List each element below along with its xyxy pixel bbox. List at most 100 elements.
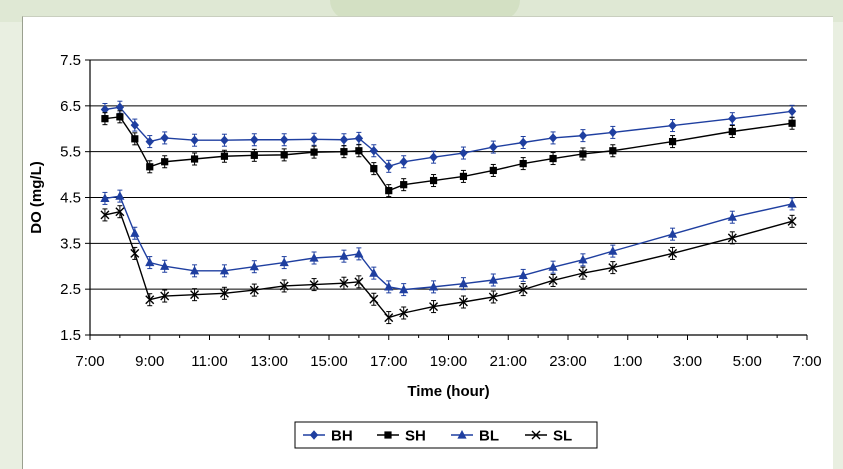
y-tick-label: 6.5 [60,98,81,115]
data-point-marker [309,280,319,290]
series-group [100,100,797,325]
data-point-marker [190,135,199,145]
data-point-marker [489,166,497,175]
data-point-marker [310,148,318,156]
y-tick-label: 3.5 [60,235,81,252]
data-point-marker [130,120,140,130]
data-point-marker [429,152,438,162]
data-point-marker [578,254,588,264]
data-point-marker [384,281,394,291]
data-point-marker [279,135,289,145]
data-point-marker [100,104,110,115]
data-point-marker [728,113,737,124]
data-point-marker [728,127,736,136]
data-point-marker [428,281,439,291]
y-tick-label: 7.5 [60,52,81,69]
x-tick-label: 5:00 [733,353,762,370]
legend-label: SH [405,428,426,445]
x-tick-label: 7:00 [75,353,104,370]
y-tick-label: 1.5 [60,327,81,344]
data-point-marker [279,257,289,267]
data-point-marker [384,431,392,439]
data-point-marker [518,137,528,148]
data-point-marker [145,295,155,305]
data-point-marker [115,207,125,217]
y-tick-label: 5.5 [60,144,81,161]
legend: BH SH BL SL [294,421,598,449]
x-tick-label: 21:00 [489,353,527,370]
data-point-marker [100,210,110,220]
data-point-marker [518,270,528,280]
data-point-marker [608,246,618,255]
data-point-marker [668,248,678,258]
legend-label: SL [553,428,572,445]
data-point-marker [609,147,617,155]
data-point-marker [354,277,364,287]
data-point-marker [399,308,409,318]
data-point-marker [727,233,737,243]
series-line [104,116,793,192]
tick-labels: 1.5 2.5 3.5 4.5 5.5 6.5 7.5 7:00 9:00 11:00 13:00 1… [60,52,821,370]
x-tick-label: 7:00 [792,353,821,370]
data-point-marker [459,172,468,181]
data-point-marker [190,290,200,300]
data-point-marker [146,163,154,171]
data-point-marker [279,281,289,291]
series-bh [100,100,797,173]
legend-label: BH [331,428,353,445]
data-point-marker [668,137,677,146]
data-point-marker [190,155,199,163]
x-tick-label: 23:00 [549,353,587,370]
data-point-marker [340,148,348,156]
data-point-marker [145,257,155,267]
data-point-marker [429,176,438,185]
data-point-marker [309,134,319,144]
data-point-marker [249,261,259,271]
data-point-marker [399,284,409,294]
data-point-marker [369,146,379,156]
data-point-marker [518,285,528,295]
data-point-marker [519,159,527,168]
series-line [104,210,793,319]
data-point-marker [384,313,394,323]
data-point-marker [429,302,439,312]
data-point-marker [787,198,797,208]
data-point-marker [249,285,259,295]
data-point-marker [608,263,618,273]
data-point-marker [220,135,229,145]
x-tick-label: 19:00 [430,353,468,370]
y-tick-label: 2.5 [60,281,81,298]
y-tick-label: 4.5 [60,190,81,207]
data-point-marker [219,288,229,298]
x-axis-title: Time (hour) [407,383,489,400]
data-point-marker [578,268,588,278]
data-point-marker [250,135,259,145]
data-point-marker [100,193,110,203]
data-point-marker [369,294,379,304]
series-bl [100,189,797,297]
data-point-marker [339,278,349,288]
data-point-marker [531,430,541,440]
data-point-marker [131,135,139,143]
data-point-marker [354,248,364,258]
data-point-marker [115,102,125,112]
x-tick-label: 15:00 [310,353,348,370]
axes [85,59,808,340]
data-point-marker [727,212,737,221]
data-point-marker [489,142,498,152]
data-point-marker [354,133,364,144]
data-point-marker [250,151,258,159]
data-point-marker [219,265,230,275]
x-tick-label: 11:00 [191,353,227,370]
data-point-marker [130,228,140,237]
data-point-marker [787,106,797,117]
data-point-marker [115,191,125,200]
data-point-marker [549,154,557,163]
x-tick-label: 13:00 [250,353,288,370]
x-tick-label: 1:00 [613,353,642,370]
data-point-marker [116,113,124,121]
data-point-marker [101,115,109,123]
data-point-marker [399,157,408,167]
data-point-marker [668,120,677,131]
